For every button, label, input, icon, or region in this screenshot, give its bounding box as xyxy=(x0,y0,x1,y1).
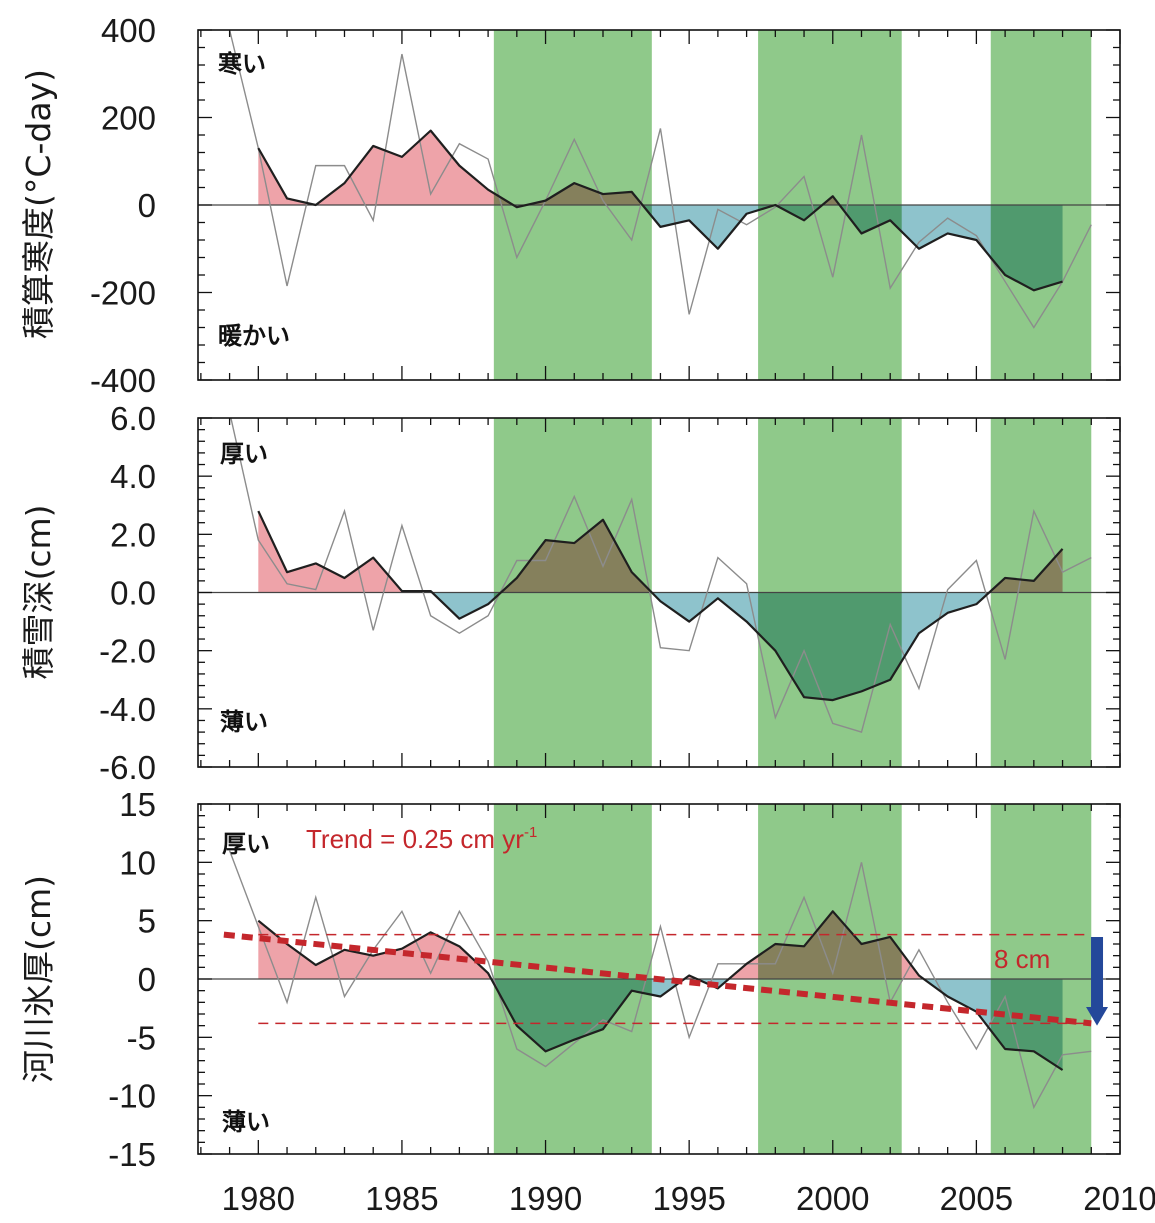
panel-3: -15 -10 -5 0 5 10 15 xyxy=(108,786,1121,1173)
y-tick-label: -4.0 xyxy=(99,691,156,728)
y-tick-label: 0.0 xyxy=(110,575,156,612)
positive-anomaly-area xyxy=(258,911,1063,979)
y-tick-label: -6.0 xyxy=(99,749,156,786)
panel-3-ylabel: 河川氷厚(cm) xyxy=(19,875,58,1083)
panel-2-plot-area xyxy=(198,418,1120,767)
raw-series-line xyxy=(228,30,1092,329)
panel-2-ylabel-main: 積雪深 xyxy=(19,581,58,680)
panel-3-plot-area xyxy=(198,804,1120,1154)
x-tick-label: 1985 xyxy=(365,1180,438,1217)
x-tick-label: 2010 xyxy=(1083,1180,1155,1217)
y-tick-label: -2.0 xyxy=(99,633,156,670)
panel-2-labels: 積雪深(cm) 厚い 薄い xyxy=(19,440,268,736)
y-tick-label: 10 xyxy=(119,844,156,881)
positive-anomaly-area xyxy=(258,130,1063,205)
panel-1: -400 -200 0 200 400 xyxy=(90,12,1121,399)
y-tick-label: 0 xyxy=(138,187,156,224)
y-tick-label: 15 xyxy=(119,786,156,823)
raw-series-line xyxy=(230,418,1092,733)
y-tick-label: 4.0 xyxy=(110,458,156,495)
x-tick-label: 1980 xyxy=(222,1180,295,1217)
positive-anomaly-area xyxy=(258,511,1063,593)
panel-2-annotation-bottom: 薄い xyxy=(220,708,268,736)
y-tick-label: 5 xyxy=(138,903,156,940)
panel-2-ylabel-unit: (cm) xyxy=(19,504,58,580)
x-tick-label: 2005 xyxy=(940,1180,1013,1217)
smoothed-series-line xyxy=(257,129,1063,292)
trend-label-sup: -1 xyxy=(524,824,537,841)
panel-1-ylabel: 積算寒度(°C-day) xyxy=(19,69,58,339)
panel-2: -6.0 -4.0 -2.0 0.0 2.0 4.0 6.0 xyxy=(99,400,1121,786)
y-tick-label: -200 xyxy=(90,275,156,312)
decrease-arrow-icon xyxy=(1086,937,1109,1026)
panel-1-ylabel-main: 積算寒度 xyxy=(19,207,58,339)
trend-line xyxy=(223,931,1092,1027)
panel-3-annotation-top: 厚い xyxy=(222,830,270,858)
y-tick-label: 2.0 xyxy=(110,516,156,553)
panel-1-annotation-top: 寒い xyxy=(218,50,266,78)
panel-2-ylabel: 積雪深(cm) xyxy=(19,504,58,679)
y-tick-label: -10 xyxy=(108,1078,156,1115)
panel-3-ylabel-unit: (cm) xyxy=(19,875,58,951)
negative-anomaly-area xyxy=(258,592,1063,701)
panel-1-annotation-bottom: 暖かい xyxy=(218,322,290,350)
trend-label-text: Trend = 0.25 cm yr xyxy=(306,824,524,854)
y-tick-label: 200 xyxy=(101,100,156,137)
y-tick-label: -5 xyxy=(127,1019,156,1056)
y-tick-label: -15 xyxy=(108,1136,156,1173)
y-tick-label: -400 xyxy=(90,362,156,399)
x-tick-label: 2000 xyxy=(796,1180,869,1217)
y-tick-label: 6.0 xyxy=(110,400,156,437)
x-tick-label: 1990 xyxy=(509,1180,582,1217)
trend-label: Trend = 0.25 cm yr-1 xyxy=(306,824,537,854)
negative-anomaly-area xyxy=(258,205,1063,291)
panel-1-ylabel-unit: (°C-day) xyxy=(19,69,58,207)
panel-3-labels: 河川氷厚(cm) 厚い 薄い Trend = 0.25 cm yr-1 8 cm xyxy=(19,824,1050,1136)
panel-3-annotation-bottom: 薄い xyxy=(222,1108,270,1136)
panel-3-ylabel-main: 河川氷厚 xyxy=(19,951,58,1083)
panel-2-annotation-top: 厚い xyxy=(220,440,268,468)
y-tick-label: 0 xyxy=(138,961,156,998)
x-tick-label: 1995 xyxy=(652,1180,725,1217)
difference-label: 8 cm xyxy=(994,944,1050,974)
panel-1-labels: 積算寒度(°C-day) 寒い 暖かい xyxy=(19,50,290,350)
panel-1-plot-area xyxy=(198,30,1120,380)
y-tick-label: 400 xyxy=(101,12,156,49)
smoothed-series-line xyxy=(257,510,1064,702)
negative-anomaly-area xyxy=(258,979,1063,1070)
